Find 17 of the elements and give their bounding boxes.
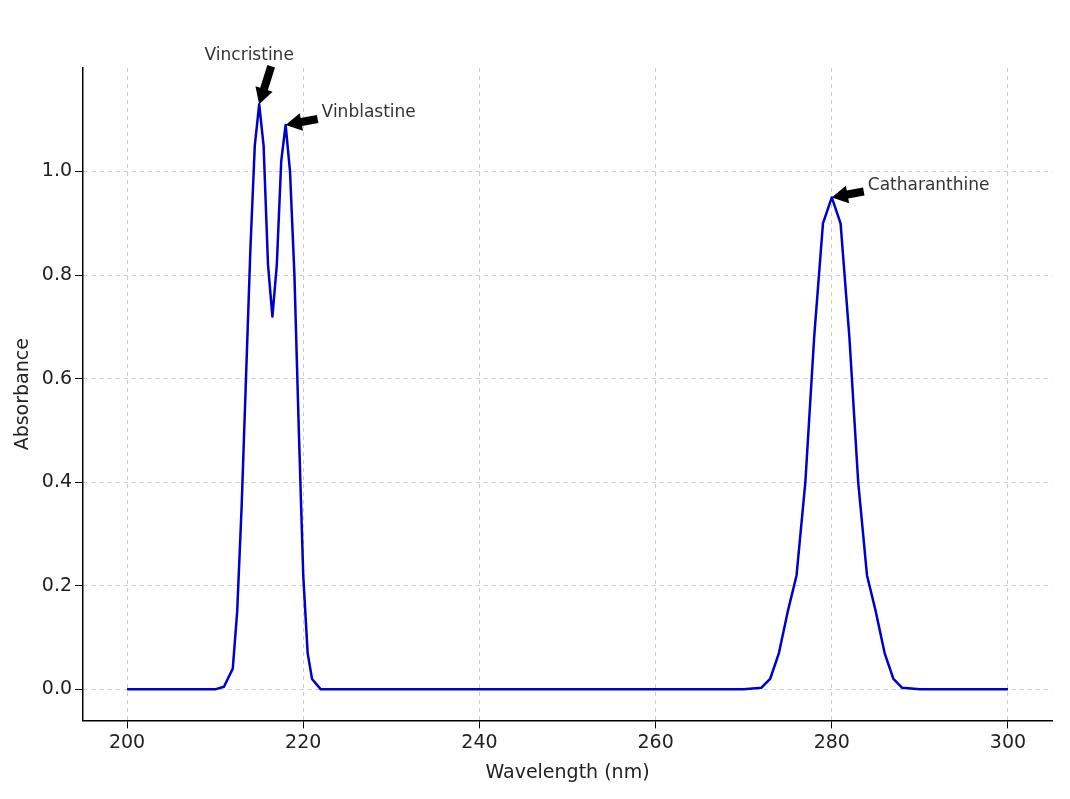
y-axis-title: Absorbance [10,338,33,451]
x-tick-label: 280 [813,729,850,752]
y-tick-label: 0.2 [41,572,73,595]
annotation: Catharanthine [867,173,990,194]
x-tick-label: 220 [285,729,322,752]
x-tick-label: 300 [989,729,1027,752]
y-tick-label: 0.4 [41,469,73,492]
y-tick-label: 0.6 [41,365,73,388]
y-tick-label: 0.8 [41,262,73,285]
x-axis-title: Wavelength (nm) [485,759,650,782]
y-tick-label: 1.0 [41,158,73,181]
x-tick-label: 240 [461,729,498,752]
x-tick-label: 200 [108,729,146,752]
x-tick-label: 260 [637,729,674,752]
annotation: Vincristine [204,44,294,65]
annotation: Vinblastine [321,101,416,122]
y-tick-label: 0.0 [41,676,73,699]
